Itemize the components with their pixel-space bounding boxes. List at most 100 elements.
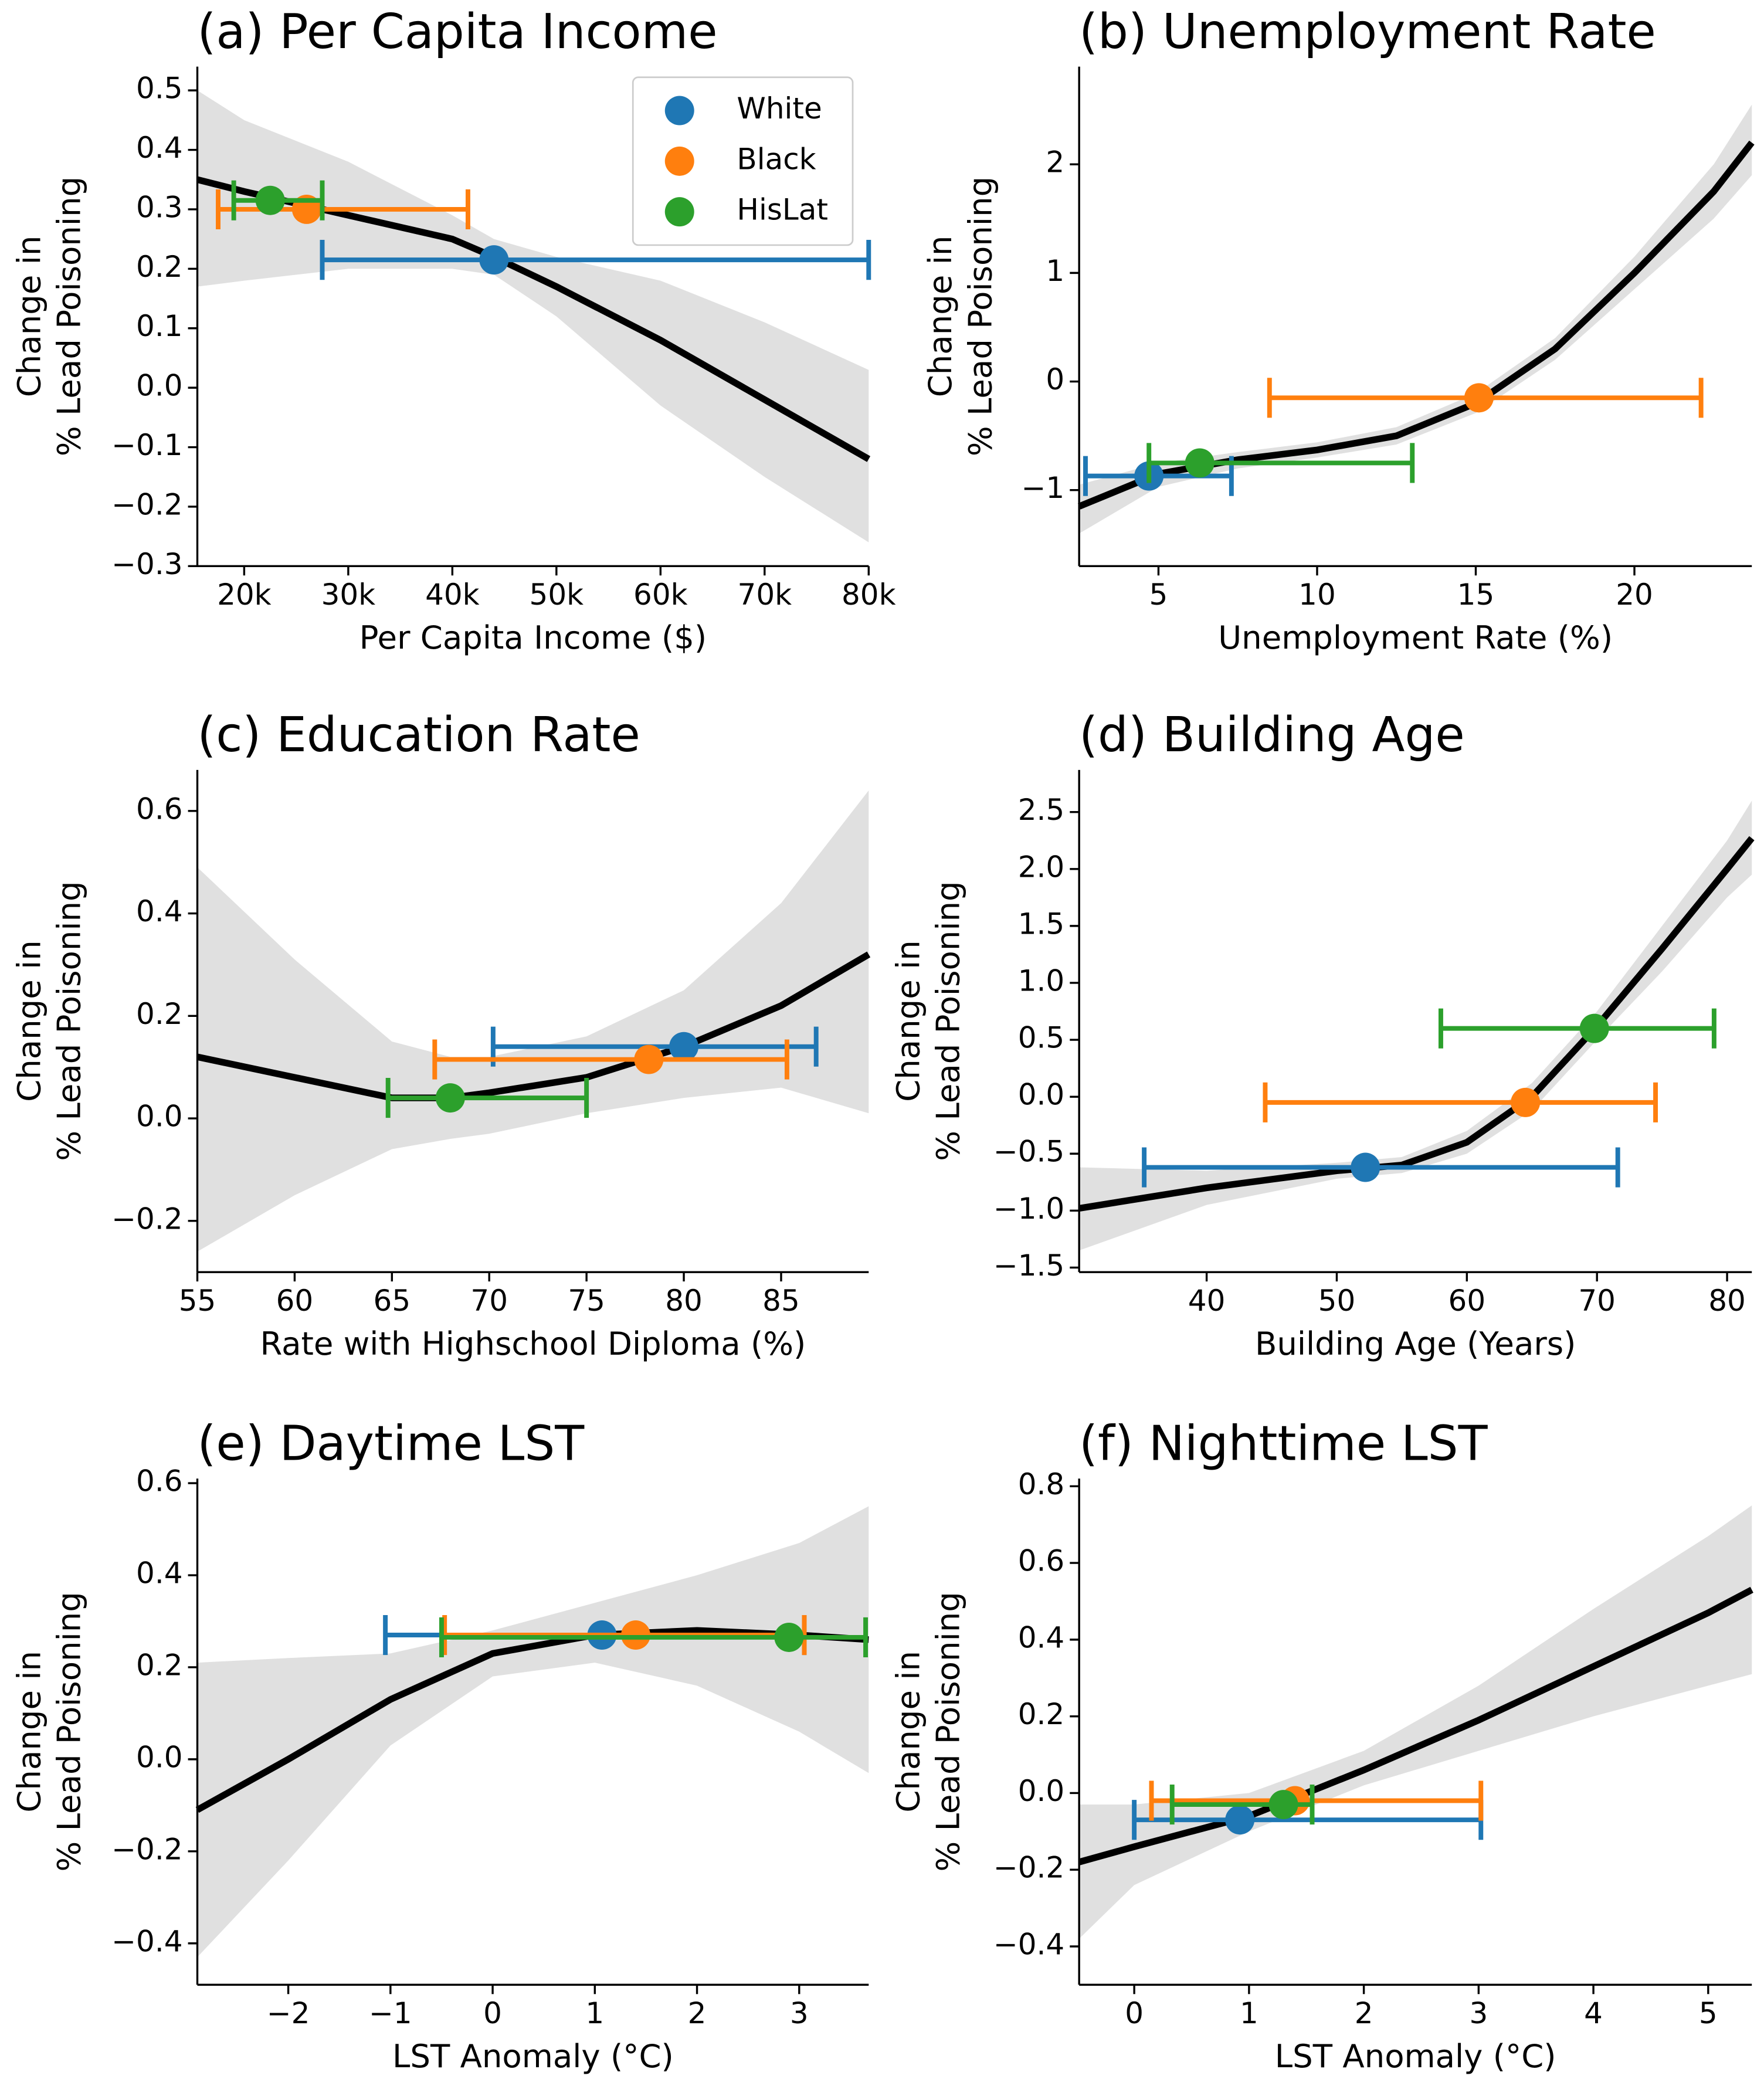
y-tick-label: −0.2 bbox=[111, 1202, 182, 1236]
panel-title: (e) Daytime LST bbox=[198, 1416, 585, 1471]
legend-marker bbox=[664, 197, 694, 227]
panel: −1 0 1 2 5 10 15 20 (b) Unemployment Rate Unemplo… bbox=[921, 4, 1755, 656]
y-tick-label: 1.0 bbox=[1018, 964, 1064, 998]
x-tick-label: 40k bbox=[425, 578, 480, 612]
ci-band bbox=[197, 790, 869, 1252]
ci-band bbox=[197, 1506, 869, 1958]
y-axis-label: % Lead Poisoning bbox=[50, 1592, 88, 1871]
point bbox=[1511, 1087, 1541, 1117]
fit-line bbox=[1078, 140, 1755, 510]
y-tick-label: 0.0 bbox=[136, 1100, 182, 1134]
x-tick-label: 4 bbox=[1584, 1996, 1603, 2030]
x-tick-label: 60 bbox=[276, 1284, 314, 1318]
x-tick-label: 30k bbox=[321, 578, 376, 612]
y-tick-label: 2 bbox=[1046, 145, 1064, 179]
panel-title: (f) Nighttime LST bbox=[1079, 1416, 1488, 1471]
y-axis-label: Change in bbox=[921, 236, 959, 398]
ci-band bbox=[1079, 801, 1752, 1251]
legend-label: Black bbox=[737, 142, 816, 176]
y-tick-label: 0.5 bbox=[1018, 1021, 1064, 1055]
ci-band bbox=[1079, 1505, 1752, 1939]
point bbox=[1185, 448, 1215, 478]
x-axis-label: Unemployment Rate (%) bbox=[1218, 619, 1613, 656]
panel-title: (d) Building Age bbox=[1079, 707, 1465, 763]
y-axis-label: % Lead Poisoning bbox=[930, 881, 967, 1161]
x-tick-label: 80k bbox=[842, 578, 896, 612]
y-tick-label: 0.6 bbox=[1018, 1544, 1064, 1578]
y-tick-label: −0.2 bbox=[993, 1851, 1064, 1885]
y-tick-label: 0.4 bbox=[136, 1556, 182, 1590]
x-tick-label: 5 bbox=[1149, 578, 1168, 612]
y-axis-label: Change in bbox=[890, 940, 927, 1102]
point bbox=[435, 1083, 465, 1113]
ci-band bbox=[197, 90, 869, 542]
fit-line bbox=[1078, 836, 1755, 1212]
y-tick-label: −1 bbox=[1022, 471, 1065, 505]
y-tick-label: 0.0 bbox=[136, 369, 182, 403]
legend-marker bbox=[664, 146, 694, 176]
y-tick-label: 0.6 bbox=[136, 1464, 182, 1498]
y-tick-label: 2.5 bbox=[1018, 793, 1064, 827]
y-tick-label: 1.5 bbox=[1018, 907, 1064, 941]
x-tick-label: 60 bbox=[1448, 1284, 1486, 1318]
point bbox=[774, 1622, 804, 1652]
x-tick-label: 60k bbox=[633, 578, 688, 612]
x-tick-label: 1 bbox=[1240, 1996, 1258, 2030]
x-tick-label: 5 bbox=[1699, 1996, 1718, 2030]
x-axis-label: LST Anomaly (°C) bbox=[392, 2037, 674, 2075]
y-axis-label: % Lead Poisoning bbox=[961, 177, 999, 456]
y-axis-label: Change in bbox=[890, 1651, 927, 1813]
x-tick-label: 55 bbox=[179, 1284, 216, 1318]
y-tick-label: −1.5 bbox=[993, 1249, 1064, 1283]
y-tick-label: 2.0 bbox=[1018, 850, 1064, 884]
y-axis-label: % Lead Poisoning bbox=[50, 881, 88, 1161]
y-axis-label: Change in bbox=[10, 940, 48, 1102]
x-axis-label: Rate with Highschool Diploma (%) bbox=[260, 1325, 806, 1362]
y-tick-label: 0.2 bbox=[136, 1648, 182, 1682]
x-tick-label: 70k bbox=[738, 578, 792, 612]
y-axis-label: Change in bbox=[10, 1651, 48, 1813]
panel-title: (a) Per Capita Income bbox=[198, 4, 718, 60]
panel-title: (b) Unemployment Rate bbox=[1079, 4, 1656, 60]
x-tick-label: 50 bbox=[1318, 1284, 1356, 1318]
x-tick-label: −2 bbox=[267, 1996, 310, 2030]
x-tick-label: −1 bbox=[369, 1996, 412, 2030]
x-tick-label: 15 bbox=[1457, 578, 1495, 612]
x-tick-label: 70 bbox=[1578, 1284, 1616, 1318]
y-tick-label: 0.0 bbox=[1018, 1078, 1064, 1112]
fit-line bbox=[1078, 1586, 1753, 1865]
point bbox=[634, 1044, 664, 1074]
y-tick-label: 1 bbox=[1046, 254, 1064, 288]
y-tick-label: −0.5 bbox=[993, 1135, 1064, 1169]
x-tick-label: 2 bbox=[688, 1996, 707, 2030]
panel-title: (c) Education Rate bbox=[198, 707, 640, 763]
y-tick-label: −0.3 bbox=[111, 547, 182, 581]
panel: −0.3 −0.2 −0.1 0.0 0.1 0.2 0.3 0.4 0.5 20k 30k 40k 5… bbox=[10, 4, 895, 656]
y-tick-label: 0.8 bbox=[1018, 1467, 1064, 1501]
y-tick-label: 0.0 bbox=[1018, 1774, 1064, 1808]
x-tick-label: 80 bbox=[665, 1284, 703, 1318]
y-tick-label: −0.2 bbox=[111, 1832, 182, 1866]
point bbox=[255, 185, 285, 215]
y-axis-label: % Lead Poisoning bbox=[930, 1592, 967, 1871]
x-tick-label: 85 bbox=[762, 1284, 800, 1318]
x-tick-label: 20 bbox=[1616, 578, 1653, 612]
x-tick-label: 40 bbox=[1188, 1284, 1226, 1318]
panel: −0.2 0.0 0.2 0.4 0.6 55 60 65 70 75 80 85 (c) Educat… bbox=[10, 707, 871, 1362]
y-tick-label: 0.1 bbox=[136, 309, 182, 343]
x-tick-label: 10 bbox=[1298, 578, 1336, 612]
x-tick-label: 80 bbox=[1708, 1284, 1746, 1318]
y-tick-label: −0.1 bbox=[111, 428, 182, 462]
x-tick-label: 50k bbox=[530, 578, 584, 612]
y-tick-label: 0.2 bbox=[136, 250, 182, 284]
y-tick-label: 0 bbox=[1046, 362, 1064, 396]
y-tick-label: 0.5 bbox=[136, 72, 182, 106]
point bbox=[1351, 1152, 1380, 1182]
y-axis-label: % Lead Poisoning bbox=[50, 177, 88, 456]
panel: −1.5 −1.0 −0.5 0.0 0.5 1.0 1.5 2.0 2.5 40 50 60 70 80… bbox=[890, 707, 1755, 1362]
y-tick-label: 0.3 bbox=[136, 190, 182, 224]
y-tick-label: −0.4 bbox=[993, 1927, 1064, 1961]
y-tick-label: 0.6 bbox=[136, 792, 182, 826]
y-tick-label: 0.4 bbox=[136, 131, 182, 165]
